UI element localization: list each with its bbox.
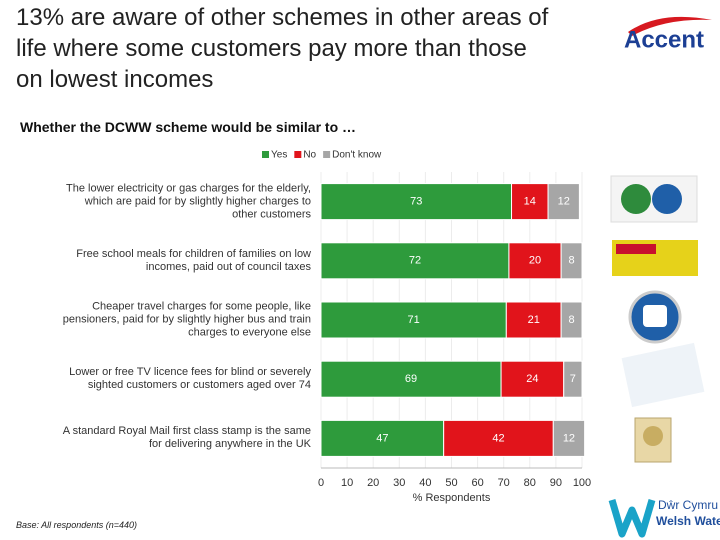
x-axis-label: % Respondents [413, 492, 491, 504]
x-tick-label: 60 [471, 477, 483, 489]
value-label: 21 [528, 314, 540, 326]
bar-segment [320, 183, 513, 221]
x-tick-label: 10 [341, 477, 353, 489]
category-label: Cheaper travel charges for some people, … [62, 300, 311, 339]
bar-segment [511, 183, 549, 221]
value-label: 12 [563, 432, 575, 444]
x-tick-label: 90 [550, 477, 562, 489]
logo-text: Dŵr Cymru [658, 498, 718, 512]
legend-label: Don't know [332, 150, 382, 161]
value-label: 7 [570, 373, 576, 385]
x-tick-label: 0 [318, 477, 324, 489]
legend-label: No [303, 150, 316, 161]
legend-swatch [294, 151, 302, 158]
value-label: 20 [529, 255, 541, 267]
category-label: Free school meals for children of famili… [76, 247, 311, 273]
slide-title: 13% are aware of other schemes in other … [16, 4, 549, 93]
base-note: Base: All respondents (n=440) [16, 520, 137, 530]
value-label: 42 [492, 432, 504, 444]
accent-text: Accent [624, 26, 704, 53]
legend-label: Yes [271, 150, 287, 161]
bar-segment [560, 242, 583, 280]
accent-logo: Accent [624, 16, 712, 53]
icons [610, 175, 705, 463]
logo-text: Welsh Water [656, 514, 720, 528]
category-label: A standard Royal Mail first class stamp … [62, 425, 311, 451]
legend-swatch [262, 151, 269, 158]
bar-segment [560, 301, 583, 339]
bar-segment [552, 419, 586, 457]
category-label: Lower or free TV licence fees for blind … [69, 366, 311, 392]
value-label: 8 [568, 314, 574, 326]
x-tick-label: 40 [419, 477, 431, 489]
value-label: 8 [568, 255, 574, 267]
value-label: 73 [410, 196, 422, 208]
category-label: The lower electricity or gas charges for… [66, 182, 311, 221]
bar-segment [320, 242, 510, 280]
x-tick-label: 50 [445, 477, 457, 489]
chart-subtitle: Whether the DCWW scheme would be similar… [20, 119, 357, 135]
x-tick-label: 80 [524, 477, 536, 489]
bar-segment [505, 301, 562, 339]
value-label: 72 [409, 255, 421, 267]
bar-segment [320, 419, 445, 457]
value-label: 71 [408, 314, 420, 326]
bar-segment [320, 301, 507, 339]
x-tick-label: 70 [498, 477, 510, 489]
value-label: 12 [558, 196, 570, 208]
x-tick-label: 30 [393, 477, 405, 489]
x-tick-label: 20 [367, 477, 379, 489]
welsh-water-logo: Dŵr Cymru Welsh Water [608, 498, 720, 538]
x-tick-label: 100 [573, 477, 591, 489]
value-label: 69 [405, 373, 417, 385]
bar-segment [320, 360, 502, 398]
value-label: 14 [524, 196, 536, 208]
legend-swatch [323, 151, 331, 158]
value-label: 24 [526, 373, 538, 385]
bar-segment [563, 360, 583, 398]
value-label: 47 [376, 432, 388, 444]
bar-segment [547, 183, 580, 221]
